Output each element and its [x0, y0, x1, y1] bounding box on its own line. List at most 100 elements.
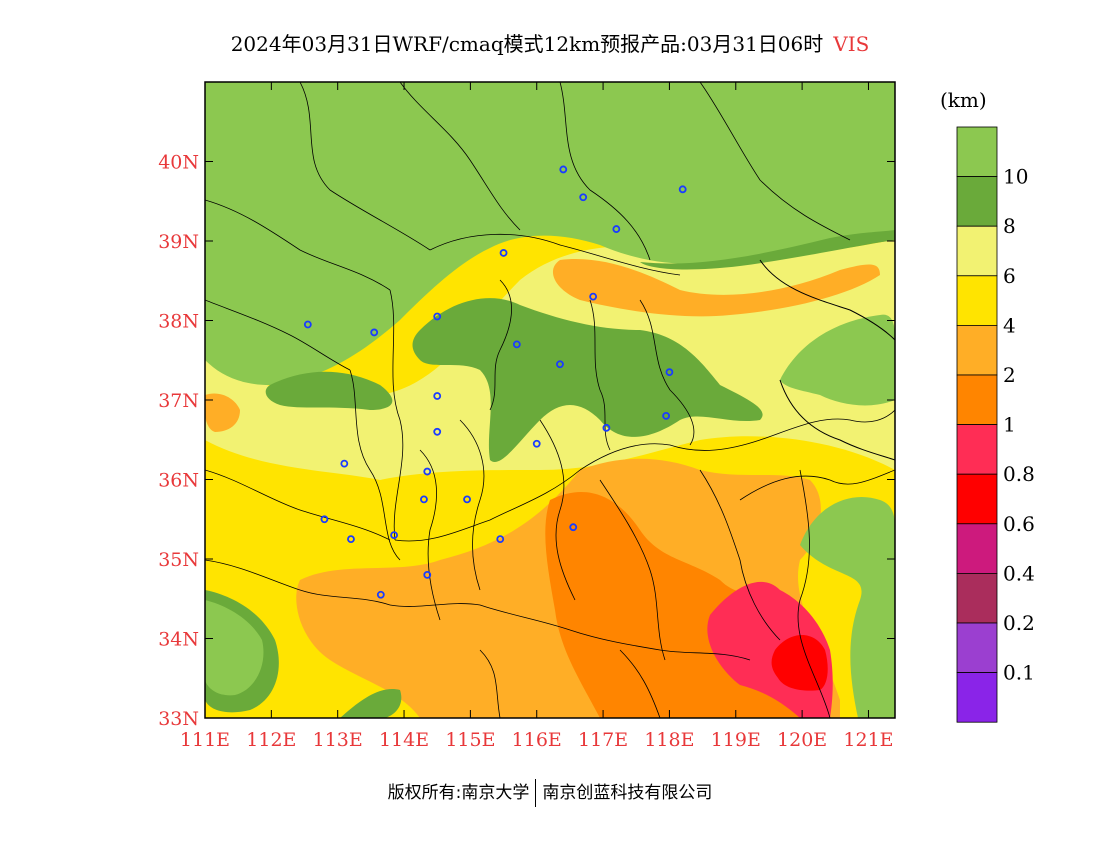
station-marker: [662, 411, 671, 420]
visibility-field: [205, 82, 895, 718]
footer: 版权所有:南京大学 南京创蓝科技有限公司: [0, 778, 1100, 807]
field-dark-green-west: [265, 371, 393, 410]
legend-label: 0.2: [1003, 611, 1035, 635]
legend-label: 0.6: [1003, 512, 1035, 536]
lat-tick-label: 36N: [158, 470, 199, 492]
lat-tick-label: 39N: [158, 231, 199, 253]
boundary-line: [479, 649, 501, 718]
admin-boundaries: [205, 82, 895, 718]
boundary-line: [394, 469, 581, 542]
boundary-line: [569, 629, 751, 661]
station-marker: [556, 360, 564, 369]
station-marker: [612, 225, 621, 233]
station-marker: [532, 439, 541, 448]
field-dark-green-central: [412, 298, 763, 462]
station-marker: [420, 495, 428, 504]
lon-tick-label: 111E: [180, 729, 230, 751]
legend-label: 8: [1003, 214, 1016, 238]
station-marker: [499, 249, 508, 257]
company-text: 南京创蓝科技有限公司: [542, 783, 713, 803]
lat-tick-label: 34N: [158, 629, 199, 651]
boundary-line: [639, 299, 695, 446]
boundary-line: [759, 409, 895, 441]
station-marker: [569, 523, 578, 532]
legend-label: 4: [1003, 313, 1016, 337]
lon-tick-label: 116E: [512, 729, 562, 751]
coastline: [759, 259, 895, 341]
coastline: [779, 379, 895, 461]
field-green-south: [340, 689, 402, 718]
station-marker: [303, 320, 312, 329]
station-marker: [589, 292, 598, 301]
legend-swatch: [956, 622, 998, 673]
station-marker: [423, 467, 432, 476]
copyright-text: 版权所有:南京大学: [387, 783, 530, 803]
field-dark-green-band: [640, 230, 895, 270]
legend-label: 10: [1003, 165, 1028, 189]
station-marker: [433, 392, 442, 400]
lon-tick-label: 119E: [711, 729, 761, 751]
legend-swatch: [956, 473, 998, 525]
boundary-line: [299, 82, 431, 251]
boundary-line: [419, 449, 441, 621]
lat-tick-label: 33N: [158, 708, 199, 730]
boundary-line: [579, 439, 761, 471]
boundary-line: [205, 559, 391, 606]
field-orange-west: [205, 393, 240, 432]
station-markers: [303, 165, 687, 599]
boundary-line: [389, 603, 571, 631]
boundary-line: [739, 469, 895, 501]
station-marker: [340, 459, 349, 468]
boundary-line: [205, 199, 391, 291]
legend-swatch: [956, 672, 998, 723]
station-marker: [433, 312, 442, 321]
station-marker: [602, 423, 611, 432]
boundary-line: [459, 419, 485, 591]
station-marker: [433, 427, 442, 436]
boundary-line: [489, 279, 512, 411]
station-marker: [665, 368, 674, 377]
station-marker: [320, 515, 329, 524]
boundary-line: [797, 469, 831, 718]
boundary-line: [429, 233, 681, 276]
boundary-line: [205, 469, 391, 541]
station-marker: [559, 165, 568, 174]
field-light-green-southwest: [205, 600, 264, 696]
legend-swatch: [956, 374, 998, 425]
legend-label: 0.4: [1003, 561, 1035, 585]
lon-tick-label: 114E: [379, 729, 429, 751]
lon-tick-label: 112E: [246, 729, 296, 751]
legend-label: 1: [1003, 413, 1016, 437]
station-marker: [370, 328, 379, 337]
lat-tick-label: 40N: [158, 152, 199, 174]
boundary-line: [205, 299, 351, 371]
boundary-line: [399, 82, 521, 231]
legend-label: 6: [1003, 264, 1016, 288]
boundary-line: [599, 479, 666, 661]
legend-swatch: [956, 176, 998, 227]
lon-tick-label: 117E: [578, 729, 628, 751]
field-green-north: [205, 82, 895, 385]
legend-unit: (km): [940, 88, 987, 112]
legend-swatch: [956, 424, 998, 475]
boundary-line: [699, 469, 781, 641]
station-marker: [376, 590, 385, 599]
field-sea-green: [800, 497, 895, 718]
station-marker: [496, 535, 505, 544]
field-green-east: [780, 314, 895, 406]
boundary-line: [349, 369, 401, 561]
boundary-line: [699, 82, 851, 241]
legend-swatch: [956, 573, 998, 624]
boundary-line: [539, 419, 576, 601]
boundary-line: [619, 649, 661, 718]
legend-label: 0.8: [1003, 462, 1035, 486]
lon-tick-label: 115E: [445, 729, 495, 751]
lat-tick-label: 35N: [158, 549, 199, 571]
lat-tick-label: 37N: [158, 390, 199, 412]
boundary-line: [559, 82, 651, 261]
lon-tick-label: 113E: [313, 729, 363, 751]
station-marker: [463, 495, 471, 504]
station-marker: [512, 340, 521, 349]
boundary-line: [389, 289, 404, 541]
